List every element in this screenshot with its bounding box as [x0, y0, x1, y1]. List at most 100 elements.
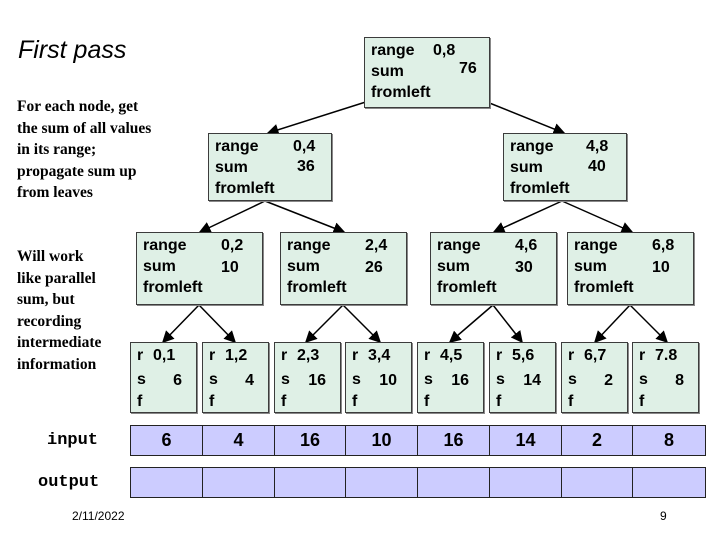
- tree-edge: [448, 304, 494, 343]
- fromleft-label: fromleft: [437, 279, 497, 296]
- s-label: s: [424, 371, 433, 388]
- input-cell: 16: [417, 425, 490, 456]
- description-first: For each node, get the sum of all values…: [17, 96, 151, 204]
- r-label: r: [209, 347, 216, 364]
- leaf-node: r 4,5 s 16 f: [417, 342, 484, 413]
- tree-edge: [198, 200, 266, 233]
- range-value: 1,2: [225, 347, 248, 364]
- f-label: f: [424, 393, 430, 410]
- text-line: like parallel: [17, 269, 96, 287]
- r-label: r: [568, 347, 575, 364]
- leaf-node: r 5,6 s 14 f: [489, 342, 556, 413]
- range-label: range: [215, 138, 259, 155]
- text-line: from leaves: [17, 184, 93, 201]
- r-label: r: [137, 347, 144, 364]
- input-cell: 8: [632, 425, 706, 456]
- tree-edge: [481, 99, 566, 135]
- leaf-node: r 2,3 s 16 f: [274, 342, 341, 413]
- sum-label: sum: [371, 63, 404, 80]
- s-label: s: [209, 371, 218, 388]
- output-cell: [632, 467, 706, 498]
- r-label: r: [496, 347, 503, 364]
- range-value: 0,1: [153, 347, 176, 364]
- text-line: in its range;: [17, 141, 97, 158]
- tree-edge: [264, 200, 346, 234]
- text-line: the sum of all values: [17, 119, 152, 137]
- text-line: sum, but: [17, 291, 75, 308]
- s-label: s: [137, 371, 146, 388]
- tree-edge: [198, 304, 237, 344]
- text-line: For each node, get: [17, 98, 139, 115]
- output-label: output: [38, 473, 100, 492]
- range-label: range: [437, 237, 481, 254]
- sum-value: 4: [245, 372, 254, 389]
- input-cell: 14: [489, 425, 562, 456]
- tree-edge: [629, 304, 669, 344]
- page-number: 9: [660, 509, 667, 523]
- sum-value: 10: [379, 372, 397, 389]
- range-value: 0,2: [221, 237, 244, 254]
- input-cell: 16: [274, 425, 346, 456]
- range-value: 4,8: [586, 138, 609, 155]
- tree-edge: [561, 200, 634, 234]
- tree-node: range 0,8 sum 76 fromleft: [364, 37, 490, 108]
- s-label: s: [639, 371, 648, 388]
- fromleft-label: fromleft: [510, 180, 570, 197]
- sum-value: 6: [173, 372, 182, 389]
- range-value: 2,4: [365, 237, 388, 254]
- range-value: 6,7: [584, 347, 607, 364]
- range-value: 3,4: [368, 347, 391, 364]
- output-cell: [202, 467, 275, 498]
- sum-value: 10: [652, 259, 670, 276]
- tree-node: range 0,2 sum 10 fromleft: [136, 232, 263, 305]
- fromleft-label: fromleft: [143, 279, 203, 296]
- text-line: Will work: [17, 248, 84, 265]
- sum-value: 8: [675, 372, 684, 389]
- text-line: intermediate: [17, 334, 102, 351]
- sum-value: 76: [459, 60, 477, 77]
- sum-label: sum: [437, 258, 470, 275]
- description-second: Will work like parallel sum, but recordi…: [17, 246, 101, 375]
- sum-label: sum: [143, 258, 176, 275]
- input-cell: 10: [345, 425, 418, 456]
- tree-node: range 2,4 sum 26 fromleft: [280, 232, 407, 305]
- input-cell: 4: [202, 425, 275, 456]
- input-cell: 6: [130, 425, 203, 456]
- tree-node: range 6,8 sum 10 fromleft: [567, 232, 694, 305]
- range-label: range: [143, 237, 187, 254]
- range-value: 0,8: [433, 42, 456, 59]
- tree-edge: [342, 304, 382, 344]
- range-label: range: [287, 237, 331, 254]
- leaf-node: r 7.8 s 8 f: [632, 342, 699, 413]
- tree-edge: [304, 304, 344, 344]
- input-label: input: [47, 431, 99, 450]
- leaf-node: r 1,2 s 4 f: [202, 342, 269, 413]
- fromleft-label: fromleft: [215, 180, 275, 197]
- sum-value: 16: [451, 372, 469, 389]
- f-label: f: [137, 393, 143, 410]
- input-cell: 2: [561, 425, 633, 456]
- s-label: s: [281, 371, 290, 388]
- footer-date: 2/11/2022: [72, 509, 125, 523]
- slide-title: First pass: [18, 36, 127, 64]
- text-line: recording: [17, 312, 82, 330]
- output-cell: [561, 467, 633, 498]
- output-cell: [489, 467, 562, 498]
- tree-edge: [161, 304, 200, 344]
- f-label: f: [639, 393, 645, 410]
- sum-label: sum: [510, 159, 543, 176]
- output-cell: [130, 467, 203, 498]
- r-label: r: [639, 347, 646, 364]
- output-cell: [417, 467, 490, 498]
- text-line: information: [17, 355, 97, 373]
- sum-value: 14: [523, 372, 541, 389]
- sum-value: 10: [221, 259, 239, 276]
- r-label: r: [352, 347, 359, 364]
- f-label: f: [281, 393, 287, 410]
- fromleft-label: fromleft: [287, 279, 347, 296]
- range-value: 7.8: [655, 347, 678, 364]
- s-label: s: [568, 371, 577, 388]
- range-value: 4,5: [440, 347, 463, 364]
- leaf-node: r 0,1 s 6 f: [130, 342, 197, 413]
